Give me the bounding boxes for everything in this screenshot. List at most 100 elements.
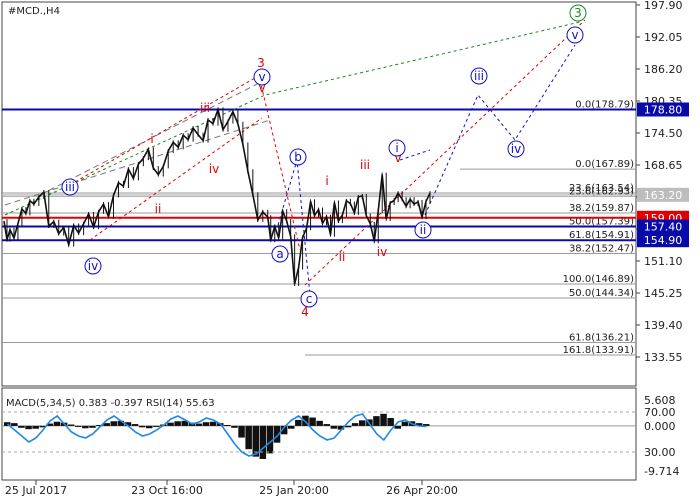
macd-bar bbox=[117, 420, 125, 426]
macd-bar bbox=[273, 425, 281, 443]
macd-bar bbox=[330, 425, 338, 429]
macd-bar bbox=[373, 416, 380, 426]
fib-level-label: 50.0(144.34) bbox=[569, 288, 634, 299]
x-tick-label: 25 Jul 2017 bbox=[5, 484, 67, 497]
macd-bar bbox=[266, 425, 274, 454]
green-trend-line bbox=[4, 21, 581, 216]
indicator-tick-label: 0.000 bbox=[644, 420, 676, 433]
wave-label: ii bbox=[420, 223, 427, 237]
fib-level-label: 0.0(167.89) bbox=[575, 159, 634, 170]
indicator-plot-frame bbox=[1, 387, 637, 481]
macd-bar bbox=[351, 423, 359, 426]
rsi-tick-label: 70.00 bbox=[644, 406, 676, 419]
macd-bar bbox=[75, 425, 82, 427]
fib-level-label: 100.0(146.89) bbox=[563, 274, 635, 285]
fib-level-label: 50.0(157.39) bbox=[569, 217, 634, 228]
macd-bar bbox=[4, 422, 11, 426]
wave-label: a bbox=[276, 247, 283, 261]
wave-label: v bbox=[571, 28, 578, 42]
macd-bar bbox=[415, 423, 423, 426]
wave-label: 3 bbox=[574, 6, 582, 20]
wave-label: b bbox=[294, 150, 302, 164]
macd-bar bbox=[288, 425, 295, 429]
wave-label: iii bbox=[65, 180, 75, 194]
price-marker-box bbox=[637, 102, 689, 117]
fib-level-label: 38.2(152.47) bbox=[569, 244, 634, 255]
wave-label: iv bbox=[511, 142, 521, 156]
wave-label: iv bbox=[377, 245, 387, 259]
macd-bar bbox=[146, 425, 153, 429]
macd-bar bbox=[422, 424, 430, 426]
macd-bar bbox=[32, 425, 39, 429]
macd-bar bbox=[96, 424, 103, 426]
macd-bar bbox=[124, 422, 132, 426]
macd-bar bbox=[323, 424, 330, 426]
blue-wave-line bbox=[399, 149, 431, 161]
macd-bar bbox=[131, 424, 139, 426]
price-marker-label: 178.80 bbox=[644, 103, 683, 116]
macd-bar bbox=[259, 425, 267, 459]
wave-label: iii bbox=[360, 158, 370, 172]
red-wave-line bbox=[259, 79, 301, 251]
price-marker-box bbox=[637, 187, 689, 202]
macd-bar bbox=[316, 420, 323, 426]
macd-bar bbox=[153, 425, 160, 427]
y-tick-label: 133.55 bbox=[644, 351, 683, 364]
fib-level-label: 0.0(178.79) bbox=[575, 100, 634, 111]
macd-bar bbox=[39, 425, 46, 428]
wave-label: iii bbox=[474, 69, 484, 83]
macd-bar bbox=[209, 421, 217, 426]
blue-projection-line bbox=[424, 44, 576, 216]
x-tick-label: 26 Apr 20:00 bbox=[386, 484, 458, 497]
macd-bar bbox=[380, 413, 387, 426]
macd-bar bbox=[110, 421, 117, 426]
macd-bar bbox=[167, 422, 174, 426]
y-tick-label: 197.90 bbox=[644, 0, 683, 12]
wave-label: ii bbox=[339, 250, 346, 264]
x-tick-label: 25 Jan 20:00 bbox=[259, 484, 329, 497]
macd-bar bbox=[252, 425, 259, 457]
fib-layer: 0.0(178.79) 0.0(167.89) 23.6(163.54)23.6(1… bbox=[2, 100, 636, 356]
macd-bar bbox=[103, 423, 110, 426]
wave-label: v bbox=[394, 151, 401, 165]
macd-bar bbox=[181, 420, 188, 426]
macd-bar bbox=[138, 425, 146, 428]
y-tick-label: 168.65 bbox=[644, 159, 683, 172]
macd-bar bbox=[224, 424, 231, 426]
fib-level-label: 61.8(154.91) bbox=[569, 230, 634, 241]
wave-label-circle bbox=[271, 245, 289, 263]
wave-label-circle bbox=[414, 221, 432, 239]
macd-bar bbox=[18, 425, 25, 428]
price-marker-box bbox=[637, 219, 689, 234]
price-marker-label: 154.90 bbox=[644, 234, 683, 247]
macd-bar bbox=[394, 425, 401, 429]
macd-bar bbox=[359, 420, 366, 426]
macd-bar bbox=[337, 425, 345, 430]
red-wave-line bbox=[69, 74, 261, 186]
wave-label: i bbox=[395, 141, 398, 155]
indicator-layer: 5.608 0.000 -9.714 70.00 30.00 bbox=[2, 394, 679, 478]
wave-label: i bbox=[325, 174, 328, 188]
macd-bar bbox=[401, 421, 409, 426]
wave-label: 4 bbox=[301, 305, 309, 319]
indicator-tick-label: 5.608 bbox=[644, 394, 676, 407]
wave-label-circle bbox=[470, 67, 488, 85]
wave-label: v bbox=[258, 81, 265, 95]
axis-layer: 197.90192.05186.20180.35174.50168.65162.… bbox=[5, 0, 689, 497]
macd-bar bbox=[46, 423, 54, 426]
macd-bar bbox=[238, 425, 245, 438]
y-tick-label: 139.40 bbox=[644, 319, 683, 332]
wave-label-circle bbox=[507, 140, 525, 158]
price-marker-label: 163.20 bbox=[644, 189, 683, 202]
y-tick-label: 186.20 bbox=[644, 63, 683, 76]
fib-level-label: 38.2(159.87) bbox=[569, 203, 634, 214]
wave-label: iii bbox=[200, 101, 210, 115]
fib-level-label: 23.6(162.93) bbox=[569, 186, 634, 197]
fib-level-label: 23.6(163.54) bbox=[569, 183, 634, 194]
y-tick-label: 174.50 bbox=[644, 127, 683, 140]
wave-label: v bbox=[258, 70, 265, 84]
macd-bar bbox=[25, 425, 32, 430]
wave-label-circle bbox=[300, 290, 318, 308]
wave-label-circle bbox=[388, 139, 406, 157]
